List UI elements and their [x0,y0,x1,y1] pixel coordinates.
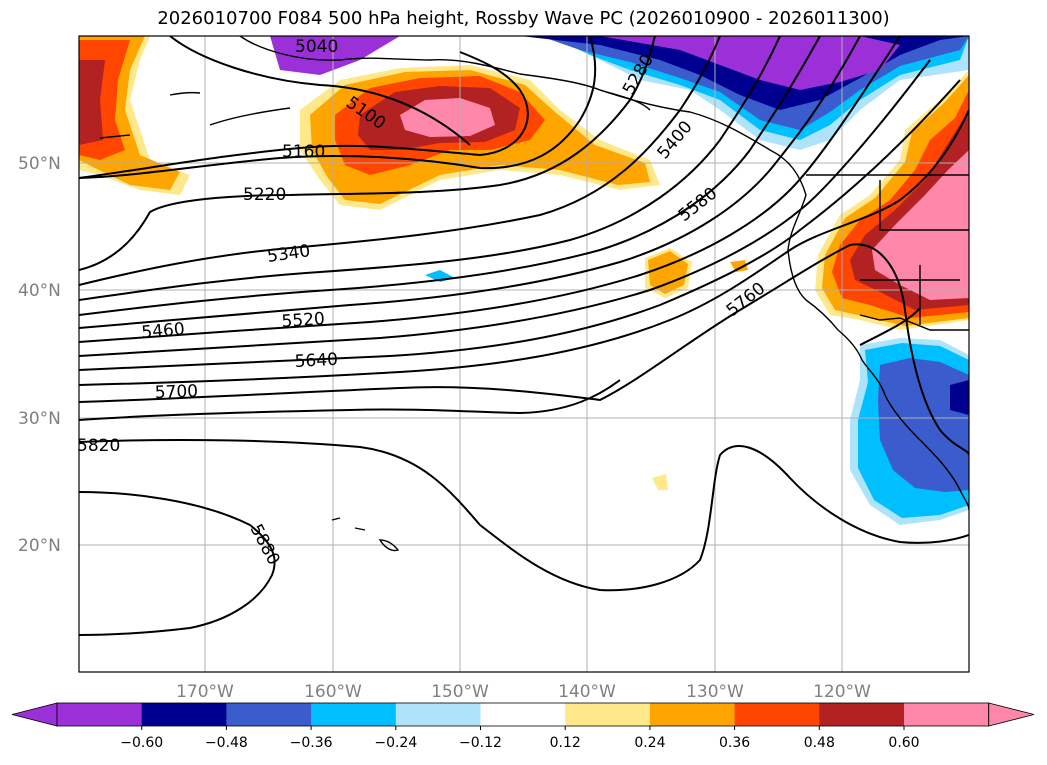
colorbar-tick-label: 0.12 [550,735,581,751]
lon-label: 120°W [813,682,871,702]
map-title: 2026010700 F084 500 hPa height, Rossby W… [157,8,890,29]
contour-label: 5160 [282,142,325,162]
colorbar-tick-label: −0.48 [205,735,248,751]
latitude-labels: 50°N 40°N 30°N 20°N [18,154,61,556]
colorbar-segment [904,703,990,726]
contour-label: 5040 [295,37,338,57]
lon-label: 150°W [431,682,489,702]
colorbar-tick-label: −0.24 [374,735,417,751]
colorbar-tick-label: 0.48 [804,735,835,751]
colorbar-segment [565,703,651,726]
colorbar-segment [57,703,143,726]
coastlines [99,36,969,552]
colorbar-tick-label: 0.36 [719,735,750,751]
lon-label: 140°W [558,682,616,702]
contour-label: 5640 [294,350,338,372]
colorbar: −0.60 −0.48 −0.36 −0.24 −0.12 0.12 0.24 0.36 0.4… [11,702,1035,751]
colorbar-tick-label: −0.12 [459,735,502,751]
contour-label: 5700 [154,381,198,402]
colorbar-tick-label: −0.36 [290,735,333,751]
colorbar-arrow-low [11,702,58,727]
colorbar-segment [480,703,566,726]
lat-label: 50°N [18,154,61,174]
lat-label: 20°N [18,536,61,556]
lon-label: 130°W [686,682,744,702]
gridlines [79,36,969,672]
lon-label: 170°W [176,682,234,702]
colorbar-segment [141,703,227,726]
colorbar-segment [819,703,905,726]
contour-label: 5820 [77,436,120,456]
contour-label: 5460 [141,319,186,343]
colorbar-segment [395,703,481,726]
map-frame [78,35,970,673]
colorbar-segment [649,703,736,726]
lat-label: 40°N [18,281,61,301]
height-contours [79,36,969,636]
colorbar-segment [311,703,397,726]
colorbar-segment [226,703,312,726]
longitude-labels: 170°W 160°W 150°W 140°W 130°W 120°W [176,682,871,702]
contour-label: 5220 [243,185,286,205]
lon-label: 160°W [304,682,362,702]
contour-label: 5520 [281,309,326,332]
colorbar-frame [56,702,990,727]
colorbar-tick-label: 0.60 [888,735,919,751]
colorbar-tick-label: −0.60 [120,735,163,751]
colorbar-segment [734,703,820,726]
lat-label: 30°N [18,409,61,429]
colorbar-tick-label: 0.24 [634,735,665,751]
colorbar-arrow-high [988,702,1035,727]
